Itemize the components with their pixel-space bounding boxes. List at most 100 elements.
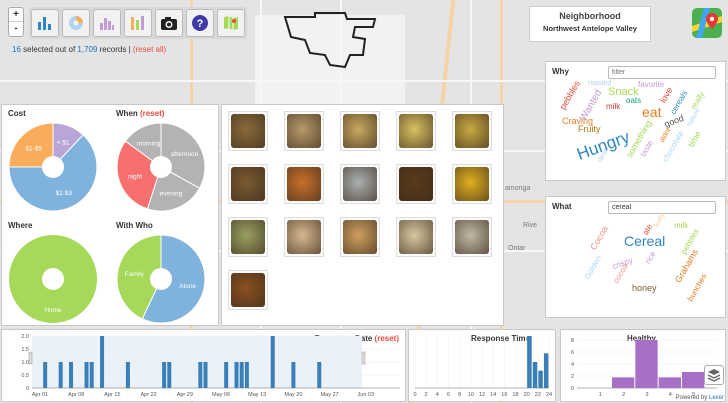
pie-slice[interactable] (116, 234, 162, 320)
chart-bar[interactable] (532, 362, 538, 388)
chart-bar[interactable] (224, 362, 229, 388)
word-cloud-word[interactable]: really (688, 89, 707, 112)
chart-bar[interactable] (89, 362, 94, 388)
word-cloud-word[interactable]: milk (606, 102, 621, 111)
what-filter-input[interactable] (608, 201, 716, 214)
help-button[interactable]: ? (186, 9, 214, 37)
chart-bar[interactable] (84, 362, 89, 388)
word-cloud-word[interactable]: Cocoa (588, 224, 610, 252)
food-photo[interactable] (284, 217, 324, 257)
word-cloud-word[interactable]: Craving (562, 116, 594, 126)
pie-slice[interactable] (160, 122, 206, 189)
food-photo[interactable] (396, 164, 436, 204)
chart-bar[interactable] (538, 370, 543, 388)
chart-bar[interactable] (198, 362, 203, 388)
response-date-chart[interactable]: 0 0.5 1.0 1.5 2.0 Apr 01 Apr 08 Apr 15 Apr 22 Apr… (2, 330, 405, 401)
word-cloud-word[interactable]: nature (685, 107, 702, 128)
food-photo[interactable] (340, 111, 380, 151)
chart-bar[interactable] (162, 362, 167, 388)
chart-bar[interactable] (239, 362, 244, 388)
word-cloud-word[interactable]: fruity (652, 212, 667, 229)
camera-button[interactable] (155, 9, 183, 37)
when-pie[interactable]: afternoon evening night morning (115, 121, 207, 213)
chart-bar[interactable] (635, 340, 658, 388)
chart-bar[interactable] (317, 362, 322, 388)
word-cloud-word[interactable]: oats (626, 96, 642, 105)
with-who-pie[interactable]: Alone Family (115, 233, 207, 325)
axis-tick-label: Apr 08 (68, 392, 84, 398)
axis-tick-label: 4 (571, 362, 574, 368)
zoom-out-button[interactable]: - (14, 23, 18, 34)
where-pie[interactable]: Home (7, 233, 99, 325)
chart-bar[interactable] (69, 362, 74, 388)
axis-tick-label: 3 (645, 392, 648, 398)
why-filter-input[interactable] (608, 66, 716, 79)
food-photo[interactable] (284, 164, 324, 204)
pie-chart-button[interactable] (62, 9, 90, 37)
food-photo[interactable] (396, 111, 436, 151)
pie-slice[interactable] (141, 234, 206, 324)
chart-bar[interactable] (234, 362, 239, 388)
food-photo[interactable] (340, 164, 380, 204)
reset-all-link[interactable]: (reset all) (132, 45, 167, 54)
food-photo[interactable] (396, 217, 436, 257)
chart-bar[interactable] (58, 362, 63, 388)
google-maps-icon[interactable] (692, 8, 722, 38)
chart-bar[interactable] (291, 362, 296, 388)
word-cloud-word[interactable]: milk (674, 221, 689, 230)
zoom-in-button[interactable]: + (9, 8, 23, 22)
food-photo[interactable] (228, 111, 268, 151)
when-reset-link[interactable]: (reset) (140, 109, 165, 118)
bar-chart-button[interactable] (31, 9, 59, 37)
word-cloud-word[interactable]: eat (642, 104, 662, 120)
chart-bar[interactable] (612, 377, 635, 388)
word-cloud-word[interactable]: Fruity (578, 124, 601, 134)
healthy-title: Healthy (627, 334, 656, 343)
layers-button[interactable] (704, 365, 724, 385)
chart-bar[interactable] (270, 336, 275, 388)
chart-bar[interactable] (244, 362, 249, 388)
word-cloud-word[interactable]: time (685, 129, 704, 149)
response-time-chart[interactable]: 0 2 4 6 8 10 12 14 16 18 20 22 24 (409, 330, 555, 401)
chart-bar[interactable] (43, 362, 48, 388)
word-cloud-word[interactable]: Snack (608, 86, 639, 98)
food-photo[interactable] (284, 111, 324, 151)
chart-bar[interactable] (100, 336, 105, 388)
food-photo[interactable] (228, 270, 268, 310)
food-photo[interactable] (228, 217, 268, 257)
word-cloud-word[interactable]: pebbles (557, 78, 582, 112)
response-time-title: Response Time (471, 334, 530, 343)
word-cloud-word[interactable]: honey (632, 283, 657, 293)
word-cloud-word[interactable]: roasted (588, 80, 612, 87)
food-photo[interactable] (340, 217, 380, 257)
word-cloud-word[interactable]: bunches (685, 272, 709, 303)
word-cloud-word[interactable]: Golden (582, 254, 604, 281)
pie-slice[interactable] (8, 122, 54, 168)
map-button[interactable] (217, 9, 245, 37)
chart-bar[interactable] (682, 372, 705, 388)
chart-bar[interactable] (658, 377, 681, 388)
word-cloud-word[interactable]: favorite (638, 80, 665, 89)
food-photo[interactable] (452, 164, 492, 204)
chart-bar[interactable] (543, 353, 549, 388)
chart-bar[interactable] (203, 362, 208, 388)
food-photo[interactable] (228, 164, 268, 204)
powered-by-link[interactable]: Lexer (708, 395, 724, 401)
chart-bar[interactable] (167, 362, 172, 388)
word-cloud-word[interactable]: rice (643, 249, 658, 266)
response-date-reset-link[interactable]: (reset) (374, 334, 399, 343)
chart-bar[interactable] (527, 336, 532, 388)
pie-slice[interactable] (124, 122, 162, 168)
cost-pie[interactable]: $1-$5 < $1 $1-$3 (7, 121, 99, 213)
food-photo[interactable] (452, 217, 492, 257)
pie-slice[interactable] (116, 140, 162, 210)
word-cloud-word[interactable]: Cereal (624, 233, 666, 249)
pie-slice[interactable] (146, 166, 201, 212)
pie-slice-label: afternoon (171, 151, 199, 158)
why-panel: Why HungrySnackeatFruityCravingWantedpeb… (545, 61, 726, 181)
food-photo[interactable] (452, 111, 492, 151)
healthy-chart[interactable]: 0 2 4 6 8 1 2 3 4 5 (561, 330, 725, 401)
histogram-button[interactable] (93, 9, 121, 37)
bubble-chart-button[interactable] (124, 9, 152, 37)
chart-bar[interactable] (125, 362, 130, 388)
